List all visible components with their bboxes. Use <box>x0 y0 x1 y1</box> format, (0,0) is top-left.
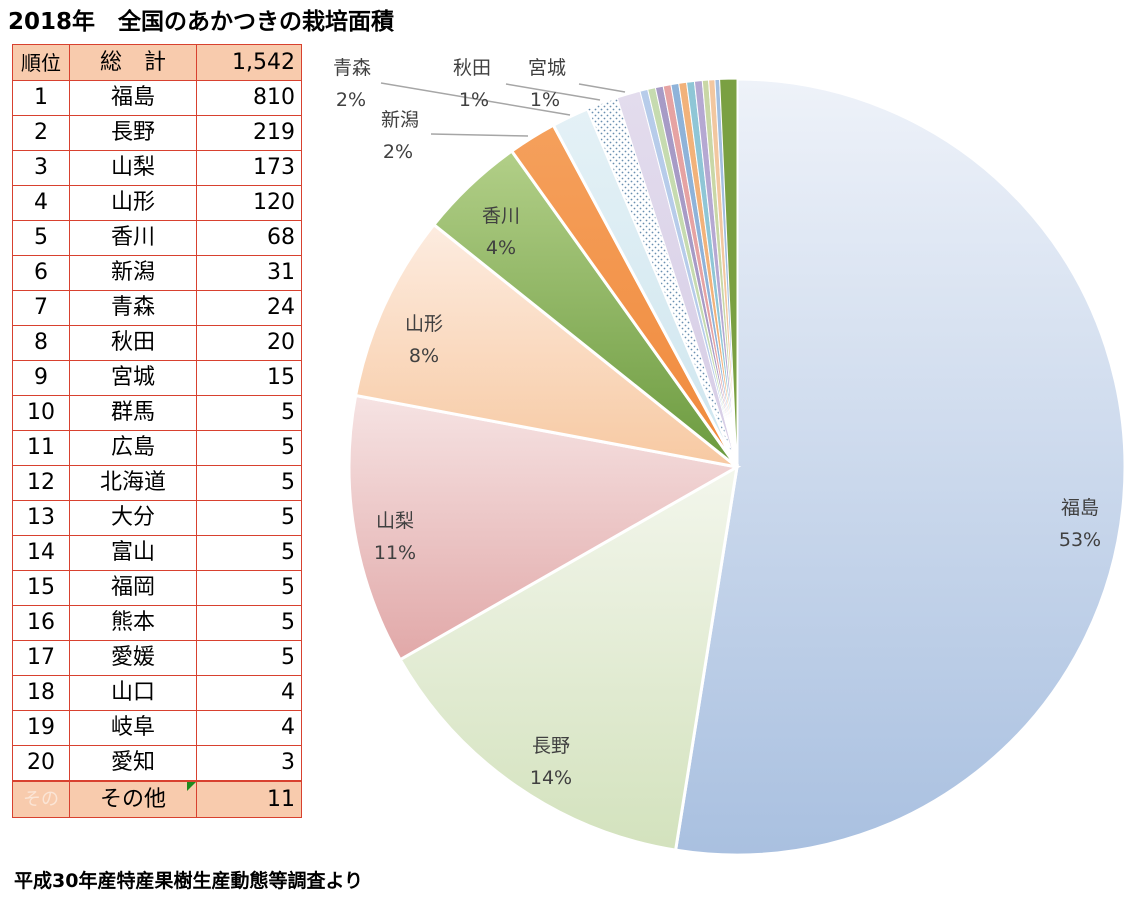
cell-pref: 山形 <box>69 185 197 221</box>
table-header-row: 順位 総 計 1,542 <box>12 44 302 81</box>
slice-label-name: 福島 <box>1061 497 1099 519</box>
cell-rank: 16 <box>12 605 70 641</box>
slice-label-percent: 8% <box>409 345 439 367</box>
cell-value: 3 <box>196 745 302 782</box>
cell-value: 120 <box>196 185 302 221</box>
slice-label-percent: 2% <box>383 141 413 163</box>
cell-value: 5 <box>196 570 302 606</box>
leader-line <box>380 82 571 116</box>
cell-pref: 山梨 <box>69 150 197 186</box>
table-row: 13 大分 5 <box>12 500 302 536</box>
cell-value: 15 <box>196 360 302 396</box>
leader-line <box>430 133 529 137</box>
cell-pref: 福岡 <box>69 570 197 606</box>
slice-label-name: 青森 <box>333 57 371 79</box>
cell-value: 4 <box>196 710 302 746</box>
cell-pref: 愛知 <box>69 745 197 782</box>
slice-label-name: 山形 <box>405 313 443 335</box>
cell-pref: 宮城 <box>69 360 197 396</box>
cell-pref: 香川 <box>69 220 197 256</box>
slice-label-percent: 53% <box>1059 529 1101 551</box>
pie-slice-山梨 <box>347 393 742 662</box>
table-row: 8 秋田 20 <box>12 325 302 361</box>
table-row: 7 青森 24 <box>12 290 302 326</box>
cell-pref: 北海道 <box>69 465 197 501</box>
leader-line <box>578 83 626 93</box>
cell-rank: 2 <box>12 115 70 151</box>
cell-pref: 群馬 <box>69 395 197 431</box>
slice-label-name: 新潟 <box>381 109 419 131</box>
chart-title: 2018年 全国のあかつきの栽培面積 <box>8 9 395 35</box>
cell-value: 810 <box>196 80 302 116</box>
table-row: 9 宮城 15 <box>12 360 302 396</box>
table-row: 11 広島 5 <box>12 430 302 466</box>
slice-label-percent: 11% <box>374 542 416 564</box>
cell-value: 5 <box>196 500 302 536</box>
cell-rank: 9 <box>12 360 70 396</box>
table-row: 17 愛媛 5 <box>12 640 302 676</box>
slice-label-name: 長野 <box>532 735 570 757</box>
cell-pref: 広島 <box>69 430 197 466</box>
leader-lines <box>380 82 626 137</box>
slice-label-percent: 2% <box>336 89 366 111</box>
cell-rank: 14 <box>12 535 70 571</box>
cell-rank: 12 <box>12 465 70 501</box>
slice-label-percent: 1% <box>459 89 489 111</box>
cell-rank: 19 <box>12 710 70 746</box>
cell-rank: 4 <box>12 185 70 221</box>
cell-pref: 長野 <box>69 115 197 151</box>
slice-label-name: 山梨 <box>376 510 414 532</box>
comment-marker-icon <box>187 782 196 791</box>
table-row: 19 岐阜 4 <box>12 710 302 746</box>
cell-pref: 青森 <box>69 290 197 326</box>
cell-value: 5 <box>196 430 302 466</box>
cell-pref: 福島 <box>69 80 197 116</box>
cell-value: 5 <box>196 605 302 641</box>
table-row: 2 長野 219 <box>12 115 302 151</box>
table-row: 4 山形 120 <box>12 185 302 221</box>
table-row: 14 富山 5 <box>12 535 302 571</box>
ranking-table: 順位 総 計 1,542 1 福島 810 2 長野 219 3 山梨 173 4 山形 120 5 香川… <box>12 44 302 818</box>
slice-label-name: 秋田 <box>453 57 491 79</box>
source-note: 平成30年産特産果樹生産動態等調査より <box>14 870 364 892</box>
header-rank: 順位 <box>12 44 70 81</box>
cell-pref-other: その他 <box>69 780 197 818</box>
leader-line <box>505 83 601 101</box>
pie-slices <box>347 77 1127 857</box>
cell-value: 219 <box>196 115 302 151</box>
table-footer-row: その その他 11 <box>12 780 302 818</box>
slice-label-percent: 14% <box>530 767 572 789</box>
header-total-label: 総 計 <box>69 44 197 81</box>
cell-value: 5 <box>196 395 302 431</box>
pie-slice-山形 <box>353 222 738 469</box>
table-row: 15 福岡 5 <box>12 570 302 606</box>
slice-label-percent: 4% <box>486 237 516 259</box>
pie-labels: 福島 53% 長野 14% 山梨 11% 山形 8% 香川 4% 新潟 2% 青森 2% 秋田 1% 宮城 1% <box>333 57 1101 789</box>
slice-label-name: 宮城 <box>528 57 566 79</box>
cell-value: 173 <box>196 150 302 186</box>
table-row: 3 山梨 173 <box>12 150 302 186</box>
slice-label-percent: 1% <box>530 89 560 111</box>
cell-pref: 秋田 <box>69 325 197 361</box>
table-row: 16 熊本 5 <box>12 605 302 641</box>
cell-rank-ghost: その <box>12 780 70 818</box>
cell-pref: 富山 <box>69 535 197 571</box>
cell-rank: 3 <box>12 150 70 186</box>
cell-value-other: 11 <box>196 780 302 818</box>
table-row: 10 群馬 5 <box>12 395 302 431</box>
pie-slice-長野 <box>398 464 739 852</box>
cell-value: 5 <box>196 640 302 676</box>
slice-label-name: 香川 <box>482 205 520 227</box>
cell-rank: 5 <box>12 220 70 256</box>
cell-value: 5 <box>196 535 302 571</box>
cell-rank: 13 <box>12 500 70 536</box>
pie-slice-福島 <box>673 77 1127 857</box>
pie-slice-その他 <box>719 78 738 468</box>
table-row: 18 山口 4 <box>12 675 302 711</box>
